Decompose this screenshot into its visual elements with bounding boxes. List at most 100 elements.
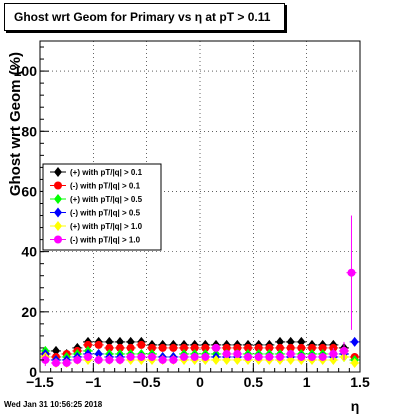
data-point: [148, 343, 156, 352]
legend-marker: [54, 235, 62, 244]
legend-entry: (+) with pT/|q| > 0.5: [70, 195, 143, 204]
data-point: [158, 343, 167, 352]
legend-entry: (-) with pT/|q| > 0.1: [70, 182, 141, 191]
data-point: [190, 352, 199, 361]
data-point: [126, 336, 135, 347]
data-point: [318, 352, 327, 361]
data-point: [297, 336, 306, 347]
data-point: [244, 343, 252, 352]
data-point: [180, 352, 188, 361]
legend-entry: (+) with pT/|q| > 0.1: [70, 168, 143, 177]
data-point: [169, 343, 178, 352]
data-point: [286, 349, 295, 358]
data-point: [180, 343, 188, 352]
legend-marker: [54, 194, 62, 204]
data-point: [276, 336, 284, 347]
data-point: [350, 357, 359, 368]
axis-ticks: −1.5 −1 −0.5 0 0.5 1 1.5 0 20 40 60 80 100: [14, 46, 370, 390]
data-point: [52, 345, 60, 356]
legend-entry: (-) with pT/|q| > 0.5: [70, 209, 141, 218]
data-point: [148, 352, 156, 361]
data-point: [329, 349, 338, 358]
data-point: [84, 340, 92, 349]
legend-marker: [54, 207, 62, 218]
x-tick-label: −0.5: [133, 374, 161, 390]
data-point: [137, 352, 146, 361]
data-point: [265, 343, 274, 352]
y-tick-label: 40: [21, 244, 37, 260]
data-point: [201, 352, 210, 361]
data-point: [222, 343, 231, 352]
data-point: [308, 343, 316, 352]
data-point: [212, 354, 220, 365]
data-point: [233, 343, 242, 352]
data-point: [297, 343, 306, 352]
data-point: [276, 352, 284, 361]
series-5: [40, 215, 357, 367]
data-point: [116, 336, 124, 347]
legend-marker: [54, 221, 62, 231]
data-point: [286, 354, 295, 365]
data-point: [116, 343, 124, 352]
x-tick-label: 1: [303, 374, 311, 390]
data-point: [169, 355, 178, 364]
data-point: [105, 355, 114, 364]
data-point: [254, 343, 263, 352]
data-point: [318, 343, 327, 352]
legend-box: [42, 163, 162, 251]
data-point: [94, 340, 103, 349]
data-point: [286, 336, 295, 347]
data-point: [350, 336, 359, 347]
timestamp: Wed Jan 31 10:56:25 2018: [4, 400, 103, 409]
data-point: [286, 343, 295, 352]
data-point: [62, 358, 71, 367]
grid-lines: [40, 41, 360, 372]
data-point: [244, 352, 252, 361]
chart-title: Ghost wrt Geom for Primary vs η at pT > …: [4, 3, 285, 31]
x-tick-label: −1: [85, 374, 101, 390]
x-axis-label: η: [351, 398, 360, 414]
data-point: [254, 352, 263, 361]
data-point: [126, 343, 135, 352]
data-point: [126, 352, 135, 361]
data-point: [52, 358, 60, 367]
y-tick-label: 100: [14, 63, 38, 79]
data-point: [276, 343, 284, 352]
data-points: [40, 215, 360, 368]
data-point: [212, 343, 220, 352]
x-tick-label: 0: [196, 374, 204, 390]
data-point: [201, 343, 210, 352]
legend: (+) with pT/|q| > 0.1 (-) with pT/|q| > 0…: [42, 163, 162, 251]
legend-entry: (+) with pT/|q| > 1.0: [70, 222, 143, 231]
legend-marker: [54, 167, 62, 177]
x-tick-label: −1.5: [26, 374, 54, 390]
data-point: [94, 355, 103, 364]
data-point: [158, 355, 167, 364]
data-point: [222, 349, 231, 358]
y-tick-label: 0: [29, 364, 37, 380]
data-point: [308, 352, 316, 361]
data-point: [233, 349, 242, 358]
data-point: [105, 343, 114, 352]
data-point: [105, 336, 114, 347]
legend-marker: [54, 181, 62, 190]
data-point: [340, 346, 348, 355]
data-point: [347, 268, 356, 277]
data-point: [41, 355, 50, 364]
data-point: [137, 340, 146, 349]
y-tick-label: 60: [21, 183, 37, 199]
legend-entry: (-) with pT/|q| > 1.0: [70, 236, 141, 245]
data-point: [233, 354, 242, 365]
data-point: [94, 348, 103, 359]
y-tick-label: 20: [21, 304, 37, 320]
data-point: [190, 343, 199, 352]
x-tick-label: 0.5: [244, 374, 264, 390]
y-axis-label: Ghost wrt Geom (%): [7, 52, 24, 196]
y-axis-title: Ghost wrt Geom (%): [7, 52, 24, 196]
data-point: [73, 355, 82, 364]
data-point: [297, 352, 306, 361]
data-point: [116, 355, 124, 364]
data-point: [222, 354, 231, 365]
y-tick-label: 80: [21, 123, 37, 139]
